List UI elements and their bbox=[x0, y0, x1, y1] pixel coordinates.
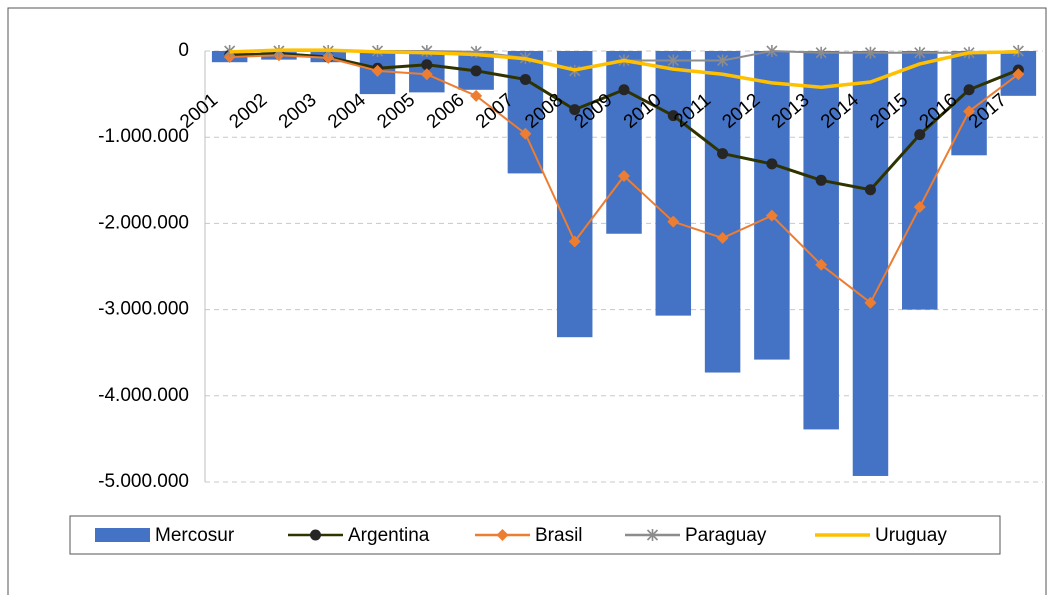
marker bbox=[519, 127, 532, 140]
marker bbox=[568, 235, 581, 248]
marker bbox=[766, 158, 778, 170]
bar bbox=[704, 51, 741, 373]
marker bbox=[914, 129, 926, 141]
marker bbox=[1012, 45, 1024, 57]
marker bbox=[667, 110, 679, 122]
marker bbox=[717, 148, 729, 160]
legend-label: Mercosur bbox=[155, 525, 235, 546]
bar bbox=[852, 51, 889, 476]
marker bbox=[569, 104, 581, 116]
marker bbox=[667, 215, 680, 228]
marker bbox=[963, 84, 975, 96]
marker bbox=[1012, 68, 1025, 81]
marker bbox=[496, 529, 509, 541]
y-tick-label: -4.000.000 bbox=[98, 385, 189, 406]
bar bbox=[803, 51, 839, 430]
bar bbox=[655, 51, 692, 316]
marker bbox=[864, 46, 877, 59]
marker bbox=[766, 45, 778, 57]
marker bbox=[717, 54, 729, 67]
y-tick-label: 0 bbox=[178, 40, 189, 61]
marker bbox=[470, 89, 483, 102]
legend: Mercosur Argentina Brasil Paraguay Uruguay bbox=[69, 515, 1001, 555]
legend-label: Uruguay bbox=[875, 525, 947, 546]
marker bbox=[963, 105, 976, 118]
marker bbox=[519, 73, 531, 85]
marker bbox=[618, 84, 630, 96]
marker bbox=[864, 184, 876, 196]
legend-label: Brasil bbox=[535, 525, 583, 546]
legend-label: Paraguay bbox=[685, 525, 767, 546]
marker bbox=[716, 232, 729, 245]
y-tick-label: -2.000.000 bbox=[98, 212, 189, 233]
marker bbox=[914, 46, 926, 59]
legend-label: Argentina bbox=[348, 525, 430, 546]
marker bbox=[421, 59, 433, 71]
marker bbox=[371, 64, 384, 77]
marker bbox=[618, 169, 630, 182]
legend-swatch bbox=[95, 528, 150, 542]
bar bbox=[507, 51, 544, 174]
line bbox=[229, 48, 1019, 89]
marker bbox=[646, 529, 659, 541]
bar bbox=[606, 51, 642, 234]
bar bbox=[556, 51, 593, 338]
marker bbox=[913, 201, 926, 214]
marker bbox=[815, 174, 827, 186]
bar bbox=[902, 51, 938, 310]
marker bbox=[470, 65, 482, 77]
marker bbox=[815, 258, 828, 271]
marker bbox=[864, 296, 877, 309]
y-tick-label: -3.000.000 bbox=[98, 299, 189, 320]
marker bbox=[420, 68, 433, 81]
y-tick-label: -5.000.000 bbox=[98, 471, 189, 492]
bar bbox=[754, 51, 790, 360]
marker bbox=[310, 529, 321, 541]
y-tick-label: -1.000.000 bbox=[98, 126, 189, 147]
marker bbox=[815, 46, 827, 59]
marker bbox=[765, 209, 778, 222]
marker bbox=[667, 54, 679, 67]
